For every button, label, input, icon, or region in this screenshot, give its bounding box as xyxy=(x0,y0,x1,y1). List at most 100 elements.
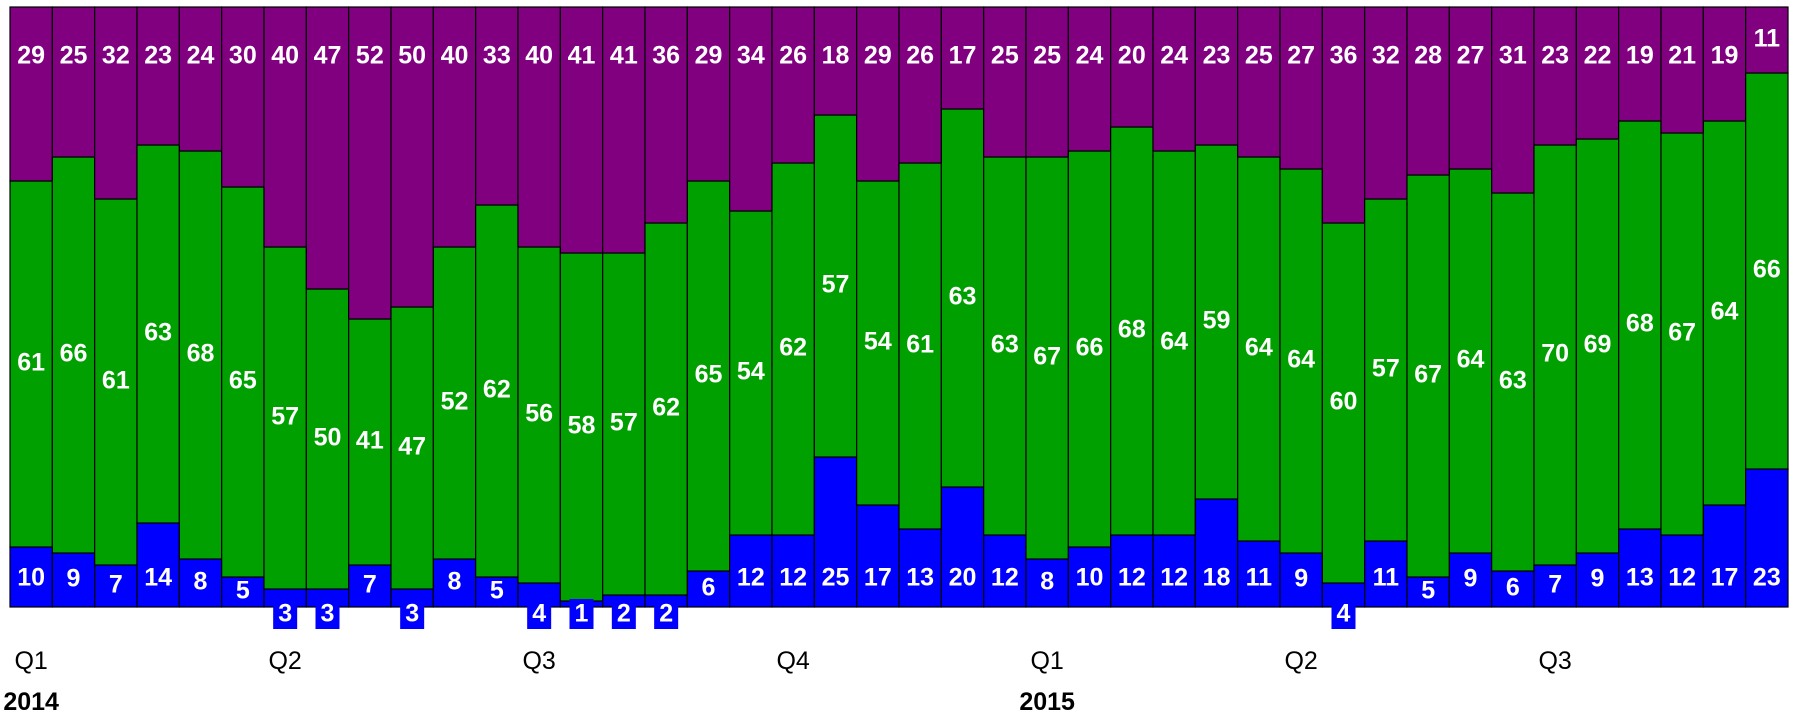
value-label-s2-11: 33 xyxy=(483,42,511,70)
value-label-s0-3: 14 xyxy=(144,564,172,592)
value-label-s1-16: 65 xyxy=(695,361,723,389)
bar-segment-s2-32 xyxy=(1364,6,1408,200)
value-label-s2-17: 34 xyxy=(737,42,765,70)
value-label-s2-22: 17 xyxy=(949,42,977,70)
value-labels-group: 1061299662576132146323868245653035740350… xyxy=(17,25,1781,629)
value-label-s1-10: 52 xyxy=(441,388,469,416)
value-label-s1-9: 47 xyxy=(398,433,426,461)
bar-segment-s2-30 xyxy=(1279,6,1323,170)
bar-segment-s1-12 xyxy=(517,246,561,584)
value-label-s0-18: 12 xyxy=(779,564,807,592)
value-label-s1-14: 57 xyxy=(610,409,638,437)
value-label-s0-41: 23 xyxy=(1753,564,1781,592)
bar-segment-s0-0 xyxy=(9,546,53,608)
value-label-s2-39: 21 xyxy=(1668,42,1696,70)
bar-segment-s2-25 xyxy=(1067,6,1112,152)
value-label-s0-24: 8 xyxy=(1040,568,1054,596)
value-label-s1-36: 70 xyxy=(1541,340,1569,368)
bar-segment-s2-20 xyxy=(856,6,900,182)
value-label-s0-25: 10 xyxy=(1076,564,1104,592)
value-label-s0-32: 11 xyxy=(1373,564,1400,592)
value-label-s2-0: 29 xyxy=(17,42,45,70)
bar-segment-s2-5 xyxy=(221,6,265,188)
value-label-s0-19: 25 xyxy=(822,564,850,592)
value-label-s2-29: 25 xyxy=(1245,42,1273,70)
value-label-s1-35: 63 xyxy=(1499,367,1527,395)
value-label-s0-39: 12 xyxy=(1668,564,1696,592)
value-label-s2-38: 19 xyxy=(1626,42,1654,70)
value-label-s0-17: 12 xyxy=(737,564,765,592)
value-label-s2-1: 25 xyxy=(60,42,88,70)
value-label-s1-27: 64 xyxy=(1160,328,1188,356)
bar-segment-s1-26 xyxy=(1110,126,1154,536)
value-label-s2-19: 18 xyxy=(822,42,850,70)
value-label-s1-19: 57 xyxy=(822,271,850,299)
value-label-s2-18: 26 xyxy=(779,42,807,70)
bar-segment-s0-2 xyxy=(94,564,138,608)
value-label-s1-5: 65 xyxy=(229,367,257,395)
value-label-s0-15: 2 xyxy=(659,600,673,628)
value-label-s2-26: 20 xyxy=(1118,42,1146,70)
value-label-s2-8: 52 xyxy=(356,42,384,70)
bar-segment-s1-41 xyxy=(1745,72,1789,470)
value-label-s2-32: 32 xyxy=(1372,42,1400,70)
value-label-s1-20: 54 xyxy=(864,328,892,356)
bar-segment-s0-17 xyxy=(729,534,773,608)
bar-segment-s1-23 xyxy=(983,156,1027,536)
value-label-s0-28: 18 xyxy=(1203,564,1231,592)
bar-segment-s2-16 xyxy=(686,6,731,182)
bar-segment-s2-4 xyxy=(178,6,223,152)
value-label-s2-30: 27 xyxy=(1287,42,1315,70)
bar-segment-s1-0 xyxy=(9,180,53,548)
value-label-s1-22: 63 xyxy=(949,283,977,311)
value-label-s2-34: 27 xyxy=(1457,42,1485,70)
value-label-s0-9: 3 xyxy=(405,600,419,628)
value-label-s0-26: 12 xyxy=(1118,564,1146,592)
bar-segment-s0-19 xyxy=(813,456,858,608)
value-label-s1-17: 54 xyxy=(737,358,765,386)
value-label-s1-11: 62 xyxy=(483,376,511,404)
bar-segment-s2-11 xyxy=(475,6,519,206)
bar-segment-s2-22 xyxy=(940,6,985,110)
bar-segment-s2-6 xyxy=(263,6,307,248)
value-label-s2-31: 36 xyxy=(1330,42,1358,70)
value-label-s2-33: 28 xyxy=(1414,42,1442,70)
value-label-s0-30: 9 xyxy=(1294,565,1308,593)
value-label-s0-11: 5 xyxy=(490,577,504,605)
bar-segment-s0-10 xyxy=(432,558,477,608)
value-label-s0-22: 20 xyxy=(949,564,977,592)
bar-segment-s1-1 xyxy=(51,156,96,554)
bar-segment-s0-34 xyxy=(1448,552,1493,608)
bar-segment-s0-41 xyxy=(1745,468,1789,608)
value-label-s1-18: 62 xyxy=(779,334,807,362)
bar-segment-s2-13 xyxy=(559,6,604,254)
bar-segment-s2-24 xyxy=(1025,6,1069,158)
bar-segment-s1-11 xyxy=(475,204,519,578)
bar-segment-s2-40 xyxy=(1702,6,1747,122)
value-label-s2-36: 23 xyxy=(1541,42,1569,70)
bar-segment-s2-27 xyxy=(1152,6,1196,152)
value-label-s0-8: 7 xyxy=(363,571,377,599)
bar-segment-s1-17 xyxy=(729,210,773,536)
bar-segment-s1-10 xyxy=(432,246,477,560)
value-label-s1-13: 58 xyxy=(568,412,596,440)
bar-segment-s1-4 xyxy=(178,150,223,560)
value-label-s2-40: 19 xyxy=(1711,42,1739,70)
bar-segment-s2-36 xyxy=(1533,6,1577,146)
bar-segment-s1-22 xyxy=(940,108,985,488)
value-label-s1-12: 56 xyxy=(525,400,553,428)
x-tick-label-5: Q2 xyxy=(1284,647,1317,675)
bar-segment-s2-33 xyxy=(1406,6,1450,176)
value-label-s1-34: 64 xyxy=(1457,346,1485,374)
value-label-s2-28: 23 xyxy=(1203,42,1231,70)
value-label-s2-14: 41 xyxy=(610,42,638,70)
value-label-s0-21: 13 xyxy=(906,564,934,592)
bar-segment-s0-16 xyxy=(686,570,731,608)
bar-segment-s0-35 xyxy=(1491,570,1535,608)
bar-segment-s1-32 xyxy=(1364,198,1408,542)
bar-segment-s2-34 xyxy=(1448,6,1493,170)
value-label-s2-6: 40 xyxy=(271,42,299,70)
value-label-s0-4: 8 xyxy=(194,568,208,596)
bar-segment-s0-39 xyxy=(1660,534,1704,608)
value-label-s2-2: 32 xyxy=(102,42,130,70)
